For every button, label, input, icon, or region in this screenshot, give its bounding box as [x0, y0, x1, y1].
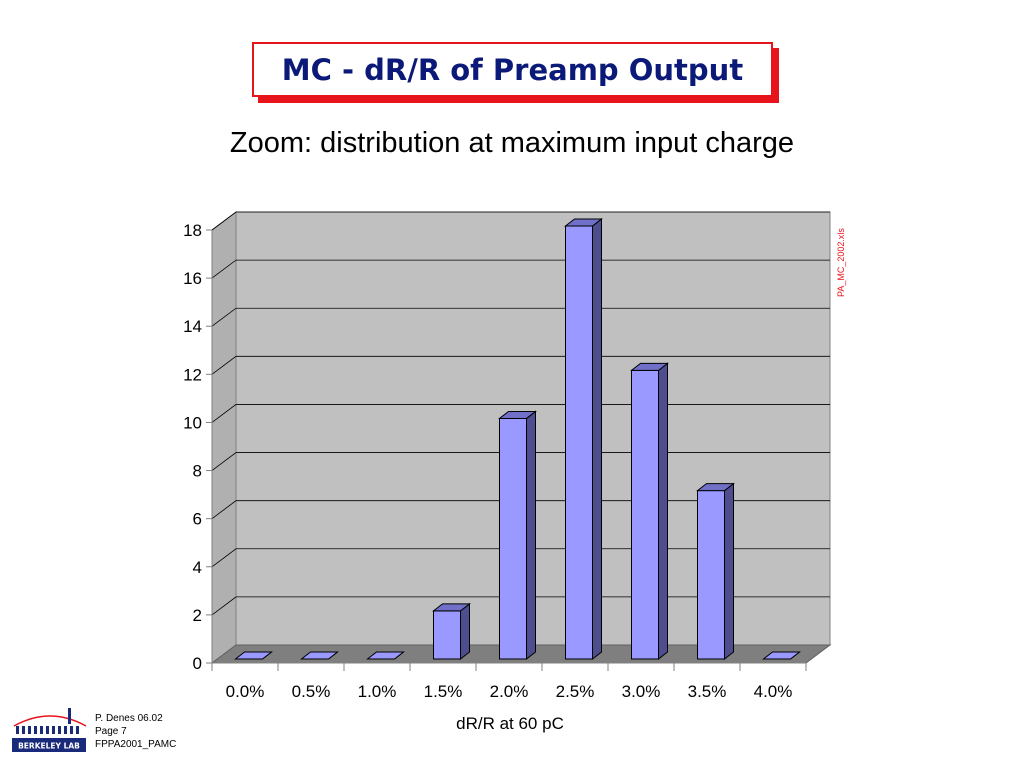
footer-file: FPPA2001_PAMC [95, 739, 177, 750]
gridline [211, 307, 830, 327]
bar-side [658, 362, 668, 661]
x-tick-label: 2.0% [490, 682, 529, 701]
y-tick-label: 4 [193, 558, 202, 577]
bar-side [460, 602, 470, 661]
bar-top [630, 362, 669, 371]
x-tick-label: 1.0% [358, 682, 397, 701]
x-tick-label: 3.5% [688, 682, 727, 701]
y-tick-label: 8 [193, 462, 202, 481]
footer-page: Page 7 [95, 726, 127, 737]
bar-side [724, 482, 734, 661]
bar-top [564, 218, 603, 227]
bar-top [498, 410, 537, 419]
bar-top [234, 651, 273, 660]
gridline [211, 211, 830, 231]
y-tick-label: 2 [193, 606, 202, 625]
berkeley-lab-logo: BERKELEY LAB [12, 708, 87, 752]
x-tick-label: 0.0% [226, 682, 265, 701]
chart-side-wall [211, 211, 237, 664]
slide-title: MC - dR/R of Preamp Output [281, 52, 744, 87]
y-tick-label: 10 [183, 413, 202, 432]
bar-top [762, 651, 801, 660]
bar-top [366, 651, 405, 660]
x-tick-label: 2.5% [556, 682, 595, 701]
y-tick-label: 6 [193, 510, 202, 529]
bar-top [696, 483, 735, 492]
footer-info: P. Denes 06.02 Page 7 FPPA2001_PAMC [95, 712, 176, 751]
y-tick-label: 18 [183, 221, 202, 240]
svg-text:BERKELEY LAB: BERKELEY LAB [18, 742, 80, 751]
slide-title-box: MC - dR/R of Preamp Output [252, 42, 773, 97]
gridline [211, 259, 830, 279]
y-tick-label: 14 [183, 317, 202, 336]
bar [631, 369, 659, 660]
footer-author: P. Denes 06.02 [95, 713, 163, 724]
bar-top [432, 603, 471, 612]
slide-subtitle: Zoom: distribution at maximum input char… [229, 127, 795, 159]
x-tick-label: 1.5% [424, 682, 463, 701]
source-file-note: PA_MC_2002.xls [836, 228, 846, 297]
x-tick-label: 3.0% [622, 682, 661, 701]
bar-side [526, 410, 536, 661]
x-axis-title: dR/R at 60 pC [456, 714, 564, 733]
x-tick-label: 4.0% [754, 682, 793, 701]
gridline [211, 355, 830, 375]
bar [433, 610, 461, 660]
y-tick-label: 0 [193, 654, 202, 673]
y-tick-label: 16 [183, 269, 202, 288]
y-tick-label: 12 [183, 365, 202, 384]
bar [697, 490, 725, 660]
bar-side [592, 217, 602, 661]
bar-top [300, 651, 339, 660]
bar [565, 225, 593, 660]
bar [499, 417, 527, 660]
x-tick-label: 0.5% [292, 682, 331, 701]
